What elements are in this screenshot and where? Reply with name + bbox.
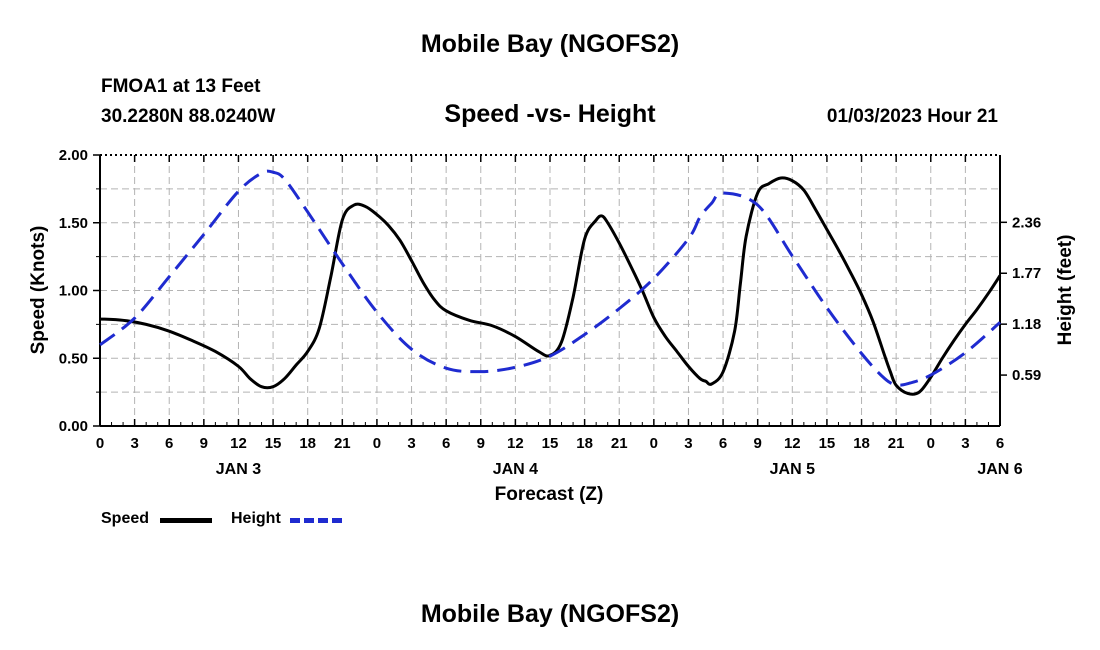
- y-right-tick-label: 1.77: [1012, 265, 1041, 282]
- x-tick-label: 12: [507, 435, 524, 452]
- x-tick-label: 12: [230, 435, 247, 452]
- x-tick-label: 0: [96, 435, 104, 452]
- x-tick-label: 18: [576, 435, 593, 452]
- y-left-tick-label: 1.50: [59, 215, 88, 232]
- x-tick-label: 18: [853, 435, 870, 452]
- x-tick-label: 3: [407, 435, 415, 452]
- x-tick-label: 6: [165, 435, 173, 452]
- x-tick-label: 15: [819, 435, 836, 452]
- x-tick-label: 21: [334, 435, 351, 452]
- day-label: JAN 6: [977, 461, 1022, 478]
- series-height-line: [99, 169, 1001, 387]
- station-name: FMOA1 at 13 Feet: [101, 76, 261, 97]
- footer-title: Mobile Bay (NGOFS2): [420, 600, 680, 628]
- x-tick-label: 0: [650, 435, 658, 452]
- y-right-tick-label: 0.59: [1012, 367, 1041, 384]
- chart-title: Speed -vs- Height: [444, 100, 656, 128]
- x-tick-label: 18: [299, 435, 316, 452]
- y-left-tick-label: 0.50: [59, 350, 88, 367]
- page-title: Mobile Bay (NGOFS2): [420, 30, 680, 58]
- series-speed-line: [99, 176, 1002, 396]
- x-tick-label: 0: [927, 435, 935, 452]
- day-label: JAN 4: [493, 461, 538, 478]
- day-label: JAN 3: [216, 461, 261, 478]
- legend-height-swatch: [290, 518, 342, 523]
- y-left-tick-label: 1.00: [59, 283, 88, 300]
- station-coords: 30.2280N 88.0240W: [101, 106, 276, 127]
- x-tick-label: 15: [542, 435, 559, 452]
- grid: [100, 155, 1000, 426]
- axis-labels: Forecast (Z) Speed (Knots) Height (feet): [28, 226, 1076, 505]
- y-right-tick-label: 2.36: [1012, 214, 1041, 231]
- y-right-tick-label: 1.18: [1012, 316, 1041, 333]
- x-tick-label: 21: [888, 435, 905, 452]
- axes: 0 3 6 9 12 15 18 21 0 3 6 9 12 15 18 21 0 3 6 9 12 15 18 21 0 3 6 J…: [59, 147, 1041, 478]
- y-left-tick-label: 2.00: [59, 147, 88, 164]
- series-lines: [99, 169, 1002, 396]
- x-tick-label: 6: [719, 435, 727, 452]
- x-tick-label: 9: [477, 435, 485, 452]
- x-tick-label: 9: [200, 435, 208, 452]
- legend-speed-swatch: [160, 518, 212, 523]
- x-tick-label: 6: [442, 435, 450, 452]
- y-left-tick-label: 0.00: [59, 418, 88, 435]
- run-time: 01/03/2023 Hour 21: [826, 106, 998, 127]
- x-tick-label: 0: [373, 435, 381, 452]
- x-tick-label: 3: [130, 435, 138, 452]
- x-tick-label: 3: [684, 435, 692, 452]
- x-tick-label: 9: [754, 435, 762, 452]
- x-tick-label: 6: [996, 435, 1004, 452]
- legend-height-label: Height: [231, 510, 281, 527]
- x-tick-label: 12: [784, 435, 801, 452]
- x-tick-label: 15: [265, 435, 282, 452]
- y-axis-left-label: Speed (Knots): [28, 226, 49, 355]
- y-axis-right-label: Height (feet): [1055, 235, 1076, 346]
- legend-speed-label: Speed: [101, 510, 150, 527]
- x-tick-label: 3: [961, 435, 969, 452]
- day-label: JAN 5: [770, 461, 815, 478]
- x-axis-label: Forecast (Z): [495, 484, 604, 505]
- x-tick-label: 21: [611, 435, 628, 452]
